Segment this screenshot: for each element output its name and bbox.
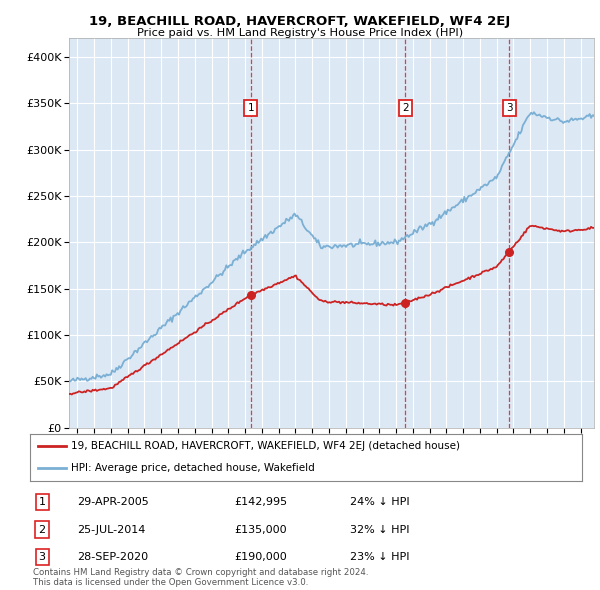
Text: £135,000: £135,000 [234,525,287,535]
Text: Contains HM Land Registry data © Crown copyright and database right 2024.
This d: Contains HM Land Registry data © Crown c… [33,568,368,587]
Text: 19, BEACHILL ROAD, HAVERCROFT, WAKEFIELD, WF4 2EJ: 19, BEACHILL ROAD, HAVERCROFT, WAKEFIELD… [89,15,511,28]
Text: 25-JUL-2014: 25-JUL-2014 [77,525,145,535]
Text: 32% ↓ HPI: 32% ↓ HPI [350,525,410,535]
Text: 2: 2 [402,103,409,113]
Text: 24% ↓ HPI: 24% ↓ HPI [350,497,410,507]
Text: 29-APR-2005: 29-APR-2005 [77,497,149,507]
Text: 3: 3 [38,552,46,562]
Text: £190,000: £190,000 [234,552,287,562]
Text: 3: 3 [506,103,512,113]
Text: £142,995: £142,995 [234,497,287,507]
Text: HPI: Average price, detached house, Wakefield: HPI: Average price, detached house, Wake… [71,463,315,473]
Text: 1: 1 [247,103,254,113]
Text: 28-SEP-2020: 28-SEP-2020 [77,552,148,562]
Text: 2: 2 [38,525,46,535]
Text: 23% ↓ HPI: 23% ↓ HPI [350,552,410,562]
Text: Price paid vs. HM Land Registry's House Price Index (HPI): Price paid vs. HM Land Registry's House … [137,28,463,38]
Text: 19, BEACHILL ROAD, HAVERCROFT, WAKEFIELD, WF4 2EJ (detached house): 19, BEACHILL ROAD, HAVERCROFT, WAKEFIELD… [71,441,460,451]
Text: 1: 1 [38,497,46,507]
